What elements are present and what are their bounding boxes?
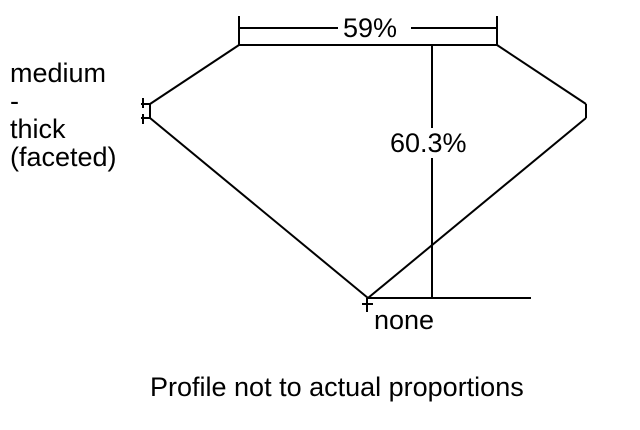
depth-percent-label: 60.3% — [390, 128, 467, 158]
caption: Profile not to actual proportions — [150, 372, 524, 402]
girdle-label-line: - — [10, 86, 19, 116]
girdle-label-line: thick — [10, 114, 66, 144]
culet-label: none — [374, 305, 435, 335]
pavilion-right — [367, 117, 587, 299]
pavilion-left — [149, 117, 369, 299]
table-percent-label: 59% — [343, 13, 398, 43]
crown-left — [149, 44, 240, 105]
girdle-label-line: medium — [10, 58, 107, 88]
girdle-label-line: (faceted) — [10, 142, 117, 172]
girdle-label: medium - thick (faceted) — [10, 58, 117, 173]
crown-right — [496, 44, 587, 105]
